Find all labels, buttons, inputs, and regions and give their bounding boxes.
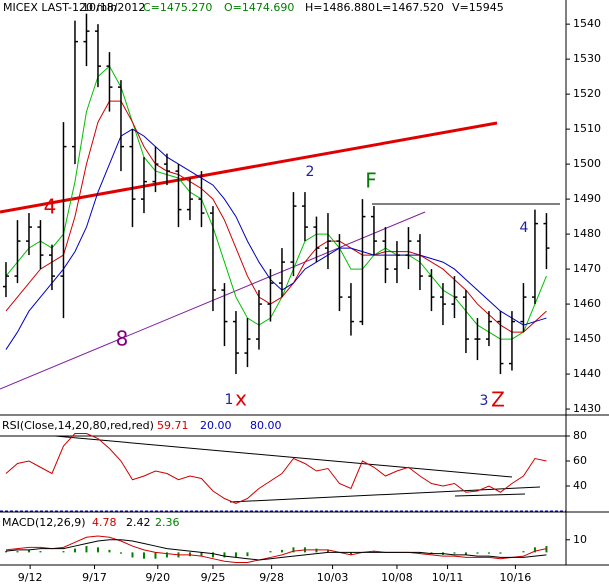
series-line: [5, 535, 547, 563]
histogram-bar: [131, 552, 134, 558]
histogram-bar: [487, 552, 490, 554]
x-tick-label: 10/08: [381, 571, 413, 584]
y-tick-label: 10: [573, 533, 587, 546]
histogram-bar: [200, 552, 203, 557]
legend-text: 59.71: [157, 419, 189, 432]
y-tick-label: 1490: [573, 192, 601, 205]
x-tick-label: 9/17: [82, 571, 107, 584]
histogram-bar: [4, 551, 7, 553]
histogram-bar: [326, 549, 329, 553]
histogram-bar: [430, 552, 433, 554]
histogram-bar: [62, 551, 65, 553]
y-tick-label: 1540: [573, 17, 601, 30]
histogram-bar: [85, 546, 88, 553]
series-line: [5, 128, 547, 350]
header-text: O=1474.690: [224, 1, 294, 14]
y-tick-label: 1520: [573, 87, 601, 100]
histogram-bar: [292, 547, 295, 553]
histogram-bar: [533, 547, 536, 553]
x-tick-label: 10/16: [500, 571, 532, 584]
histogram-bar: [73, 548, 76, 553]
rsi-trendline: [54, 435, 513, 478]
legend-text: 4.78: [92, 516, 117, 529]
red-trendline: [0, 121, 498, 214]
histogram-bar: [499, 552, 502, 554]
histogram-bar: [119, 552, 122, 554]
histogram-bar: [142, 552, 145, 559]
y-tick-label: 40: [573, 479, 587, 492]
header-text: L=1467.520: [376, 1, 444, 14]
histogram-bar: [108, 549, 111, 553]
histogram-bar: [476, 552, 479, 554]
x-tick-label: 10/11: [432, 571, 464, 584]
histogram-bar: [165, 552, 168, 558]
annotation: Z: [491, 388, 505, 412]
annotation: 4: [520, 220, 529, 236]
y-tick-label: 1530: [573, 52, 601, 65]
histogram-bar: [154, 552, 157, 559]
histogram-bar: [453, 552, 456, 554]
y-tick-label: 1470: [573, 262, 601, 275]
histogram-bar: [96, 547, 99, 553]
rsi-trendline: [229, 486, 541, 503]
y-tick-label: 60: [573, 454, 587, 467]
x-tick-label: 9/12: [18, 571, 43, 584]
header-text: 10/18/2012: [82, 1, 145, 14]
annotation: x: [235, 387, 247, 411]
x-tick-label: 9/20: [145, 571, 170, 584]
histogram-bar: [188, 552, 191, 557]
histogram-bar: [27, 549, 30, 553]
x-tick-label: 10/03: [317, 571, 349, 584]
histogram-bar: [315, 548, 318, 553]
histogram-bar: [269, 551, 272, 553]
x-tick-label: 9/25: [201, 571, 226, 584]
legend-text: 2.42: [126, 516, 151, 529]
y-tick-label: 1510: [573, 122, 601, 135]
rsi-trendline: [454, 493, 526, 497]
series-line: [5, 539, 547, 561]
y-tick-label: 1450: [573, 332, 601, 345]
header-text: C=1475.270: [143, 1, 212, 14]
y-tick-label: 80: [573, 429, 587, 442]
series-line: [5, 65, 547, 340]
series-line: [5, 100, 547, 333]
header-text: MICEX LAST-120 min: [3, 1, 117, 14]
histogram-bar: [372, 551, 375, 553]
annotation: 8: [116, 327, 129, 351]
histogram-bar: [522, 551, 525, 553]
histogram-bar: [246, 552, 249, 557]
annotation: 2: [306, 164, 315, 180]
histogram-bar: [280, 549, 283, 553]
legend-text: 20.00: [200, 419, 232, 432]
header-text: V=15945: [452, 1, 504, 14]
series-line: [5, 433, 547, 505]
y-tick-label: 1430: [573, 402, 601, 415]
annotation: 4: [44, 195, 57, 219]
histogram-bar: [545, 546, 548, 553]
annotation: F: [365, 169, 377, 193]
annotation: 3: [480, 393, 489, 409]
x-tick-label: 9/28: [259, 571, 284, 584]
y-tick-label: 1500: [573, 157, 601, 170]
y-tick-label: 1440: [573, 367, 601, 380]
histogram-bar: [234, 552, 237, 558]
legend-text: 80.00: [250, 419, 282, 432]
histogram-bar: [349, 552, 352, 555]
histogram-bar: [16, 551, 19, 553]
annotation: 1: [225, 392, 234, 408]
y-tick-label: 1480: [573, 227, 601, 240]
header-text: H=1486.880: [305, 1, 375, 14]
histogram-bar: [418, 552, 421, 554]
histogram-bar: [39, 551, 42, 553]
legend-text: 2.36: [155, 516, 180, 529]
histogram-bar: [223, 552, 226, 558]
histogram-bar: [464, 552, 467, 555]
legend-text: RSI(Close,14,20,80,red,red): [2, 419, 154, 432]
legend-text: MACD(12,26,9): [2, 516, 86, 529]
y-tick-label: 1460: [573, 297, 601, 310]
histogram-bar: [211, 552, 214, 558]
